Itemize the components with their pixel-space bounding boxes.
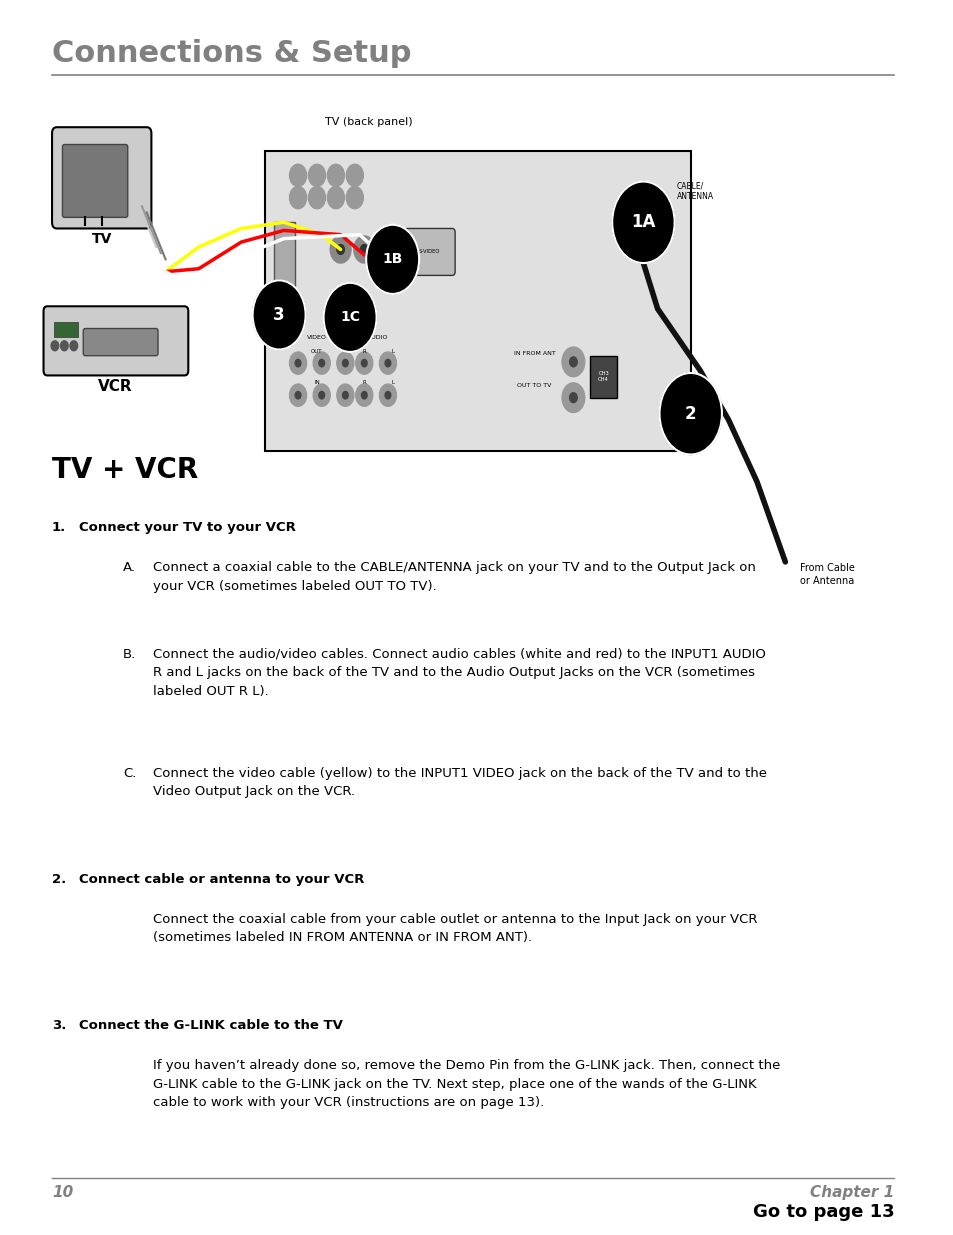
Circle shape — [51, 341, 58, 351]
Text: A.: A. — [123, 562, 136, 574]
Text: 1.: 1. — [52, 521, 66, 535]
Circle shape — [354, 236, 375, 263]
FancyBboxPatch shape — [52, 127, 152, 228]
Circle shape — [289, 186, 306, 209]
FancyBboxPatch shape — [44, 306, 188, 375]
Text: 2: 2 — [684, 405, 696, 422]
Circle shape — [561, 347, 584, 377]
Circle shape — [355, 352, 373, 374]
Circle shape — [346, 186, 363, 209]
Text: Connect the video cable (yellow) to the INPUT1 VIDEO jack on the back of the TV : Connect the video cable (yellow) to the … — [153, 767, 766, 798]
Text: CH3
CH4: CH3 CH4 — [598, 370, 608, 383]
Circle shape — [313, 352, 330, 374]
Text: Connect your TV to your VCR: Connect your TV to your VCR — [78, 521, 295, 535]
Circle shape — [294, 359, 300, 367]
Text: 1C: 1C — [339, 310, 359, 325]
Circle shape — [360, 245, 368, 254]
Circle shape — [342, 359, 348, 367]
Text: 1B: 1B — [382, 252, 402, 267]
Text: Connect a coaxial cable to the CABLE/ANTENNA jack on your TV and to the Output J: Connect a coaxial cable to the CABLE/ANT… — [153, 562, 756, 593]
Circle shape — [561, 383, 584, 412]
Text: L: L — [391, 380, 394, 385]
Circle shape — [318, 391, 324, 399]
Circle shape — [384, 245, 392, 254]
Text: OUT: OUT — [311, 350, 322, 354]
Text: 3.: 3. — [52, 1019, 67, 1032]
Circle shape — [313, 384, 330, 406]
Circle shape — [379, 352, 396, 374]
FancyBboxPatch shape — [62, 144, 128, 217]
Text: B.: B. — [123, 647, 136, 661]
Circle shape — [385, 391, 391, 399]
Circle shape — [569, 357, 577, 367]
Circle shape — [379, 384, 396, 406]
Circle shape — [327, 164, 344, 186]
Text: If you haven’t already done so, remove the Demo Pin from the G-LINK jack. Then, : If you haven’t already done so, remove t… — [153, 1060, 780, 1109]
Text: VIDEO: VIDEO — [307, 335, 327, 340]
Text: AUDIO: AUDIO — [368, 335, 388, 340]
Text: OUT TO TV: OUT TO TV — [517, 383, 551, 388]
Text: Connect cable or antenna to your VCR: Connect cable or antenna to your VCR — [78, 873, 363, 885]
Circle shape — [294, 391, 300, 399]
Text: L: L — [391, 350, 394, 354]
Circle shape — [569, 393, 577, 403]
Text: R: R — [362, 350, 366, 354]
Circle shape — [323, 283, 376, 352]
FancyBboxPatch shape — [83, 329, 158, 356]
Text: 1A: 1A — [631, 214, 655, 231]
Circle shape — [253, 280, 305, 350]
Circle shape — [289, 164, 306, 186]
Text: S-VIDEO: S-VIDEO — [418, 249, 439, 254]
Circle shape — [366, 225, 418, 294]
Text: From Cable
or Antenna: From Cable or Antenna — [799, 563, 854, 585]
Text: Connect the G-LINK cable to the TV: Connect the G-LINK cable to the TV — [78, 1019, 342, 1032]
Circle shape — [327, 186, 344, 209]
Text: 2.: 2. — [52, 873, 66, 885]
Text: 10: 10 — [52, 1186, 73, 1200]
Circle shape — [342, 391, 348, 399]
FancyBboxPatch shape — [265, 151, 690, 451]
Circle shape — [659, 373, 721, 454]
Text: Connect the audio/video cables. Connect audio cables (white and red) to the INPU: Connect the audio/video cables. Connect … — [153, 647, 765, 698]
Circle shape — [355, 384, 373, 406]
Circle shape — [361, 391, 367, 399]
Circle shape — [60, 341, 68, 351]
Circle shape — [385, 359, 391, 367]
FancyBboxPatch shape — [274, 222, 294, 296]
Text: TV + VCR: TV + VCR — [52, 456, 198, 484]
Text: TV (back panel): TV (back panel) — [325, 117, 413, 127]
Circle shape — [289, 352, 306, 374]
Text: IN: IN — [314, 380, 319, 385]
Text: Connect the coaxial cable from your cable outlet or antenna to the Input Jack on: Connect the coaxial cable from your cabl… — [153, 913, 757, 945]
FancyBboxPatch shape — [54, 322, 77, 337]
Circle shape — [336, 384, 354, 406]
Circle shape — [377, 236, 398, 263]
Circle shape — [308, 164, 325, 186]
Circle shape — [318, 359, 324, 367]
Text: Chapter 1: Chapter 1 — [809, 1186, 893, 1200]
Text: TV: TV — [91, 232, 112, 246]
Circle shape — [346, 164, 363, 186]
Text: Go to page 13: Go to page 13 — [752, 1203, 893, 1221]
Text: Connections & Setup: Connections & Setup — [52, 40, 411, 68]
Circle shape — [361, 359, 367, 367]
Circle shape — [70, 341, 77, 351]
FancyBboxPatch shape — [404, 228, 455, 275]
Circle shape — [308, 186, 325, 209]
Text: R: R — [362, 380, 366, 385]
Text: CABLE/
ANTENNA: CABLE/ ANTENNA — [676, 182, 713, 201]
Text: IN FROM ANT: IN FROM ANT — [513, 351, 555, 356]
Text: VCR: VCR — [98, 379, 132, 394]
Circle shape — [289, 384, 306, 406]
Circle shape — [330, 236, 351, 263]
Circle shape — [612, 182, 674, 263]
Text: 3: 3 — [273, 306, 285, 324]
Circle shape — [336, 352, 354, 374]
FancyBboxPatch shape — [590, 356, 617, 398]
Text: C.: C. — [123, 767, 136, 779]
Circle shape — [336, 245, 344, 254]
